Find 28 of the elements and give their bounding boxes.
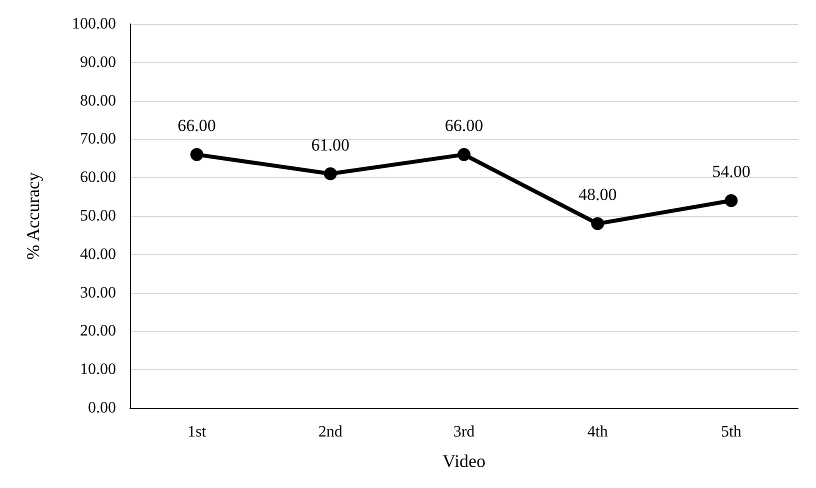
data-label: 54.00 — [712, 162, 750, 182]
point — [190, 148, 204, 162]
y-tick-label: 60.00 — [80, 169, 116, 186]
point — [458, 148, 470, 162]
data-label: 66.00 — [178, 116, 216, 136]
data-label: 48.00 — [578, 185, 617, 204]
y-tick-label: 10.00 — [80, 361, 116, 378]
data-label: 66.00 — [444, 116, 484, 136]
x-tick-label: 1st — [187, 424, 207, 440]
point — [724, 194, 738, 208]
y-tick-label: 90.00 — [80, 54, 116, 71]
x-axis-title: Video — [442, 451, 486, 471]
y-tick-label: 30.00 — [80, 284, 116, 302]
point — [324, 167, 337, 180]
x-tick-label: 4th — [587, 424, 608, 440]
y-tick-label: 0.00 — [88, 400, 116, 416]
x-tick-label: 2nd — [318, 424, 342, 440]
y-tick-label: 20.00 — [80, 322, 116, 340]
data-label: 61.00 — [311, 135, 350, 154]
y-tick-label: 100.00 — [72, 16, 116, 32]
point — [591, 217, 604, 230]
y-axis-title: % Accuracy — [23, 172, 43, 260]
y-tick-label: 50.00 — [80, 208, 116, 224]
x-tick-label: 3rd — [453, 424, 475, 440]
x-tick-label: 5th — [720, 424, 742, 440]
y-tick-label: 70.00 — [80, 130, 116, 148]
y-tick-label: 40.00 — [80, 246, 116, 263]
y-tick-label: 80.00 — [80, 92, 116, 110]
